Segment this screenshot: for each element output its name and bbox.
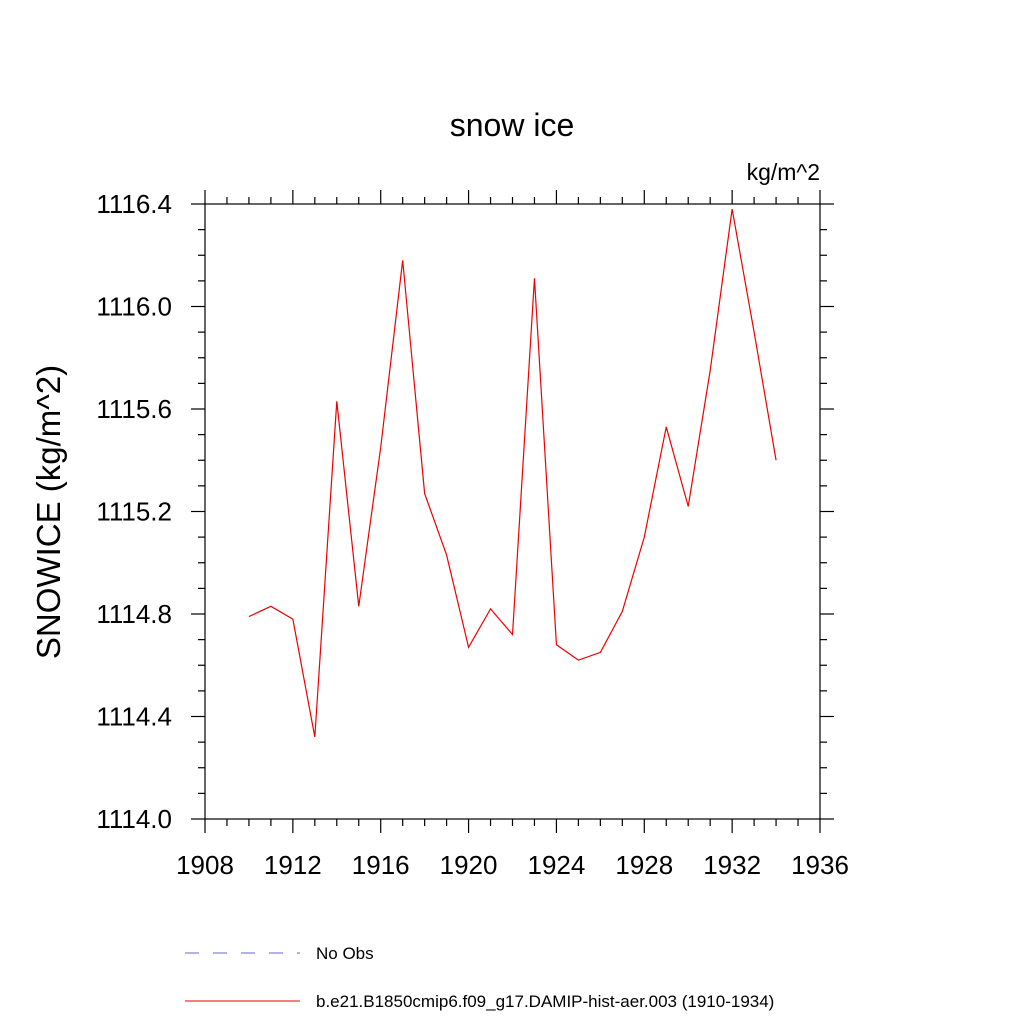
y-tick-label: 1114.0 [96,804,172,834]
x-tick-label: 1932 [703,850,761,880]
x-tick-label: 1936 [791,850,849,880]
y-tick-label: 1115.2 [96,497,172,527]
y-tick-label: 1116.0 [96,292,172,322]
x-tick-label: 1928 [615,850,673,880]
y-tick-label: 1114.4 [96,702,172,732]
y-tick-label: 1115.6 [96,394,172,424]
plot-frame [204,203,821,820]
series-line-0 [248,209,777,738]
x-tick-label: 1916 [352,850,410,880]
units-label: kg/m^2 [747,159,820,185]
y-tick-label: 1114.8 [96,599,172,629]
x-tick-label: 1920 [440,850,498,880]
y-axis-label: SNOWICE (kg/m^2) [30,365,67,659]
y-axis: 1114.0 1114.4 1114.8 1115.2 1115.6 1116.0 1116… [96,189,834,834]
legend: No Obs b.e21.B1850cmip6.f09_g17.DAMIP-hi… [185,944,774,1011]
legend-label-model: b.e21.B1850cmip6.f09_g17.DAMIP-hist-aer.… [316,992,774,1011]
y-tick-label: 1116.4 [96,189,172,219]
legend-label-no-obs: No Obs [316,944,374,963]
x-tick-label: 1908 [176,850,234,880]
x-axis: 1908 1912 1916 1920 1924 1928 1932 1936 [176,190,849,880]
x-tick-label: 1924 [528,850,586,880]
series-layer [248,209,777,738]
x-tick-label: 1912 [264,850,322,880]
chart-title: snow ice [450,107,575,143]
